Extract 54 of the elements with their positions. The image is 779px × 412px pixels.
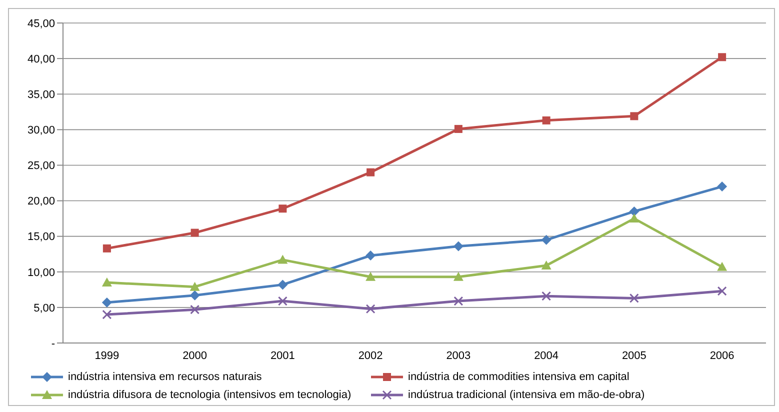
- x-tick-label: 2000: [182, 350, 208, 362]
- y-tick-label: -: [51, 338, 56, 350]
- point: [190, 290, 200, 300]
- x-tick-label: 2002: [358, 350, 383, 362]
- x-tick-label: 1999: [94, 350, 120, 362]
- point: [190, 228, 199, 237]
- point: [190, 304, 200, 314]
- x-tick-label: 2006: [710, 350, 734, 362]
- y-tick-label: 35,00: [27, 89, 55, 102]
- y-tick-label: 5,00: [34, 302, 55, 314]
- x-tick-label: 2004: [534, 350, 559, 362]
- point: [453, 241, 464, 252]
- point: [630, 112, 638, 120]
- x-tick-label: 2003: [446, 350, 471, 362]
- point: [454, 296, 464, 306]
- point: [102, 278, 112, 287]
- x-tick-label: 2005: [622, 350, 646, 362]
- y-tick-label: 40,00: [27, 53, 55, 66]
- y-tick-label: 30,00: [27, 124, 55, 137]
- point: [190, 282, 200, 291]
- legend-label: indústria intensiva em recursos naturais: [68, 371, 262, 383]
- y-tick-label: 45,00: [27, 18, 55, 30]
- point: [542, 116, 550, 124]
- point: [717, 286, 727, 296]
- point: [629, 293, 639, 303]
- point: [278, 280, 288, 290]
- y-tick-label: 10,00: [27, 266, 55, 279]
- legend-label: indústrua tradicional (intensiva em mão-de-obra): [408, 389, 645, 401]
- point: [366, 304, 376, 314]
- point: [102, 297, 112, 308]
- point: [366, 272, 376, 281]
- point: [453, 272, 464, 281]
- point: [366, 168, 375, 176]
- point: [278, 204, 287, 213]
- point: [629, 214, 640, 223]
- point: [454, 124, 462, 133]
- point: [541, 260, 552, 270]
- point: [102, 310, 112, 320]
- point: [278, 296, 288, 306]
- point: [718, 53, 726, 62]
- point: [102, 244, 111, 252]
- legend-label: indústria de commodities intensiva em capital: [408, 371, 630, 383]
- y-tick-label: 25,00: [27, 160, 55, 172]
- point: [541, 234, 552, 245]
- point: [278, 254, 288, 264]
- x-tick-label: 2001: [270, 350, 295, 362]
- legend-label: indústria difusora de tecnologia (intensivos em tecnologia): [68, 389, 352, 401]
- point: [366, 250, 376, 261]
- y-tick-label: 20,00: [27, 196, 55, 208]
- point: [717, 182, 728, 192]
- y-tick-label: 15,00: [27, 231, 55, 244]
- point: [629, 206, 640, 216]
- point: [717, 262, 728, 271]
- point: [542, 291, 552, 301]
